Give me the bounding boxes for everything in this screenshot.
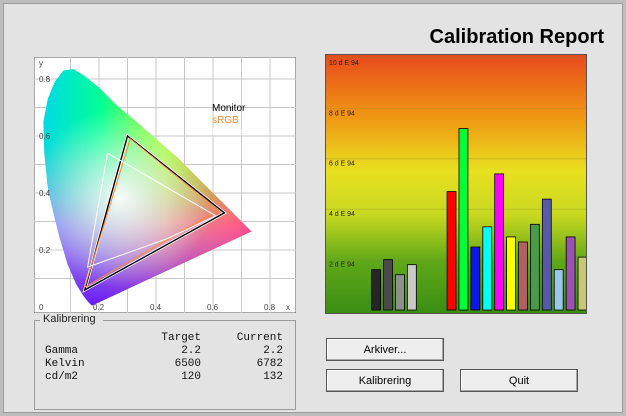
table-row: Kelvin 6500 6782 bbox=[45, 358, 285, 371]
bar bbox=[406, 264, 417, 311]
table-row: cd/m2 120 132 bbox=[45, 371, 285, 384]
archive-button[interactable]: Arkiver... bbox=[326, 338, 444, 361]
y-axis-label: y bbox=[39, 59, 43, 68]
target-value: 6500 bbox=[174, 358, 201, 370]
target-value: 120 bbox=[181, 371, 201, 383]
x-axis-label: x bbox=[286, 303, 290, 312]
chromaticity-chart: y x 0.8 0.6 0.4 0.2 0 0.2 0.4 0.6 0.8 MonitorsRGBI… bbox=[34, 57, 296, 313]
calibration-table: Target Current Gamma 2.2 2.2 Kelvin 6500… bbox=[45, 332, 285, 384]
y-tick-label: 0.4 bbox=[39, 189, 51, 198]
bar bbox=[371, 269, 381, 311]
delta-e-bar-chart: 2 d E 94 4 d E 94 6 d E 94 8 d E 94 10 d E 9… bbox=[325, 54, 587, 314]
current-value: 6782 bbox=[256, 358, 283, 370]
header-current: Current bbox=[236, 332, 283, 344]
group-label: Kalibrering bbox=[42, 313, 97, 325]
legend-item: sRGB bbox=[212, 115, 239, 126]
y-tick-label: 6 d E 94 bbox=[329, 161, 355, 168]
bar bbox=[530, 223, 540, 311]
y-tick-label: 0.2 bbox=[39, 246, 51, 255]
bar bbox=[458, 128, 469, 311]
gamut-srgb-triangle bbox=[83, 138, 220, 289]
x-tick-label: 0.2 bbox=[93, 303, 105, 312]
row-label: Gamma bbox=[45, 345, 79, 357]
current-value: 132 bbox=[263, 371, 283, 383]
y-tick-label: 0.8 bbox=[39, 75, 51, 84]
row-label: Kelvin bbox=[45, 358, 85, 370]
legend-item: ISOcoated bbox=[212, 127, 259, 138]
bar bbox=[383, 259, 393, 311]
x-tick-label: 0.8 bbox=[264, 303, 276, 312]
y-tick-label: 0.6 bbox=[39, 132, 51, 141]
y-tick-label: 2 d E 94 bbox=[329, 262, 355, 269]
bar bbox=[395, 274, 405, 311]
bar bbox=[541, 198, 552, 311]
y-tick-label: 0 bbox=[39, 303, 44, 312]
bar bbox=[470, 246, 481, 311]
table-header-row: Target Current bbox=[45, 332, 285, 345]
bar bbox=[577, 256, 586, 311]
gamut-monitor-triangle bbox=[83, 134, 226, 292]
calibrate-button[interactable]: Kalibrering bbox=[326, 369, 444, 392]
quit-button[interactable]: Quit bbox=[460, 369, 578, 392]
bar bbox=[482, 226, 493, 311]
target-value: 2.2 bbox=[181, 345, 201, 357]
bar bbox=[553, 269, 564, 311]
current-value: 2.2 bbox=[263, 345, 283, 357]
legend-item: Monitor bbox=[212, 103, 246, 114]
bar bbox=[494, 173, 505, 311]
x-tick-label: 0.4 bbox=[150, 303, 162, 312]
page-title: Calibration Report bbox=[429, 26, 604, 48]
bar bbox=[506, 236, 516, 311]
table-row: Gamma 2.2 2.2 bbox=[45, 345, 285, 358]
y-tick-label: 8 d E 94 bbox=[329, 110, 355, 117]
y-tick-label: 10 d E 94 bbox=[329, 60, 359, 67]
bar bbox=[565, 236, 576, 311]
bar bbox=[518, 241, 528, 311]
bar bbox=[446, 191, 457, 311]
gamut-isocoated-triangle bbox=[86, 152, 217, 268]
x-tick-label: 0.6 bbox=[207, 303, 219, 312]
calibration-group: Kalibrering Target Current Gamma 2.2 2.2… bbox=[34, 313, 296, 410]
y-tick-label: 4 d E 94 bbox=[329, 211, 355, 218]
row-label: cd/m2 bbox=[45, 371, 79, 383]
header-target: Target bbox=[161, 332, 201, 344]
